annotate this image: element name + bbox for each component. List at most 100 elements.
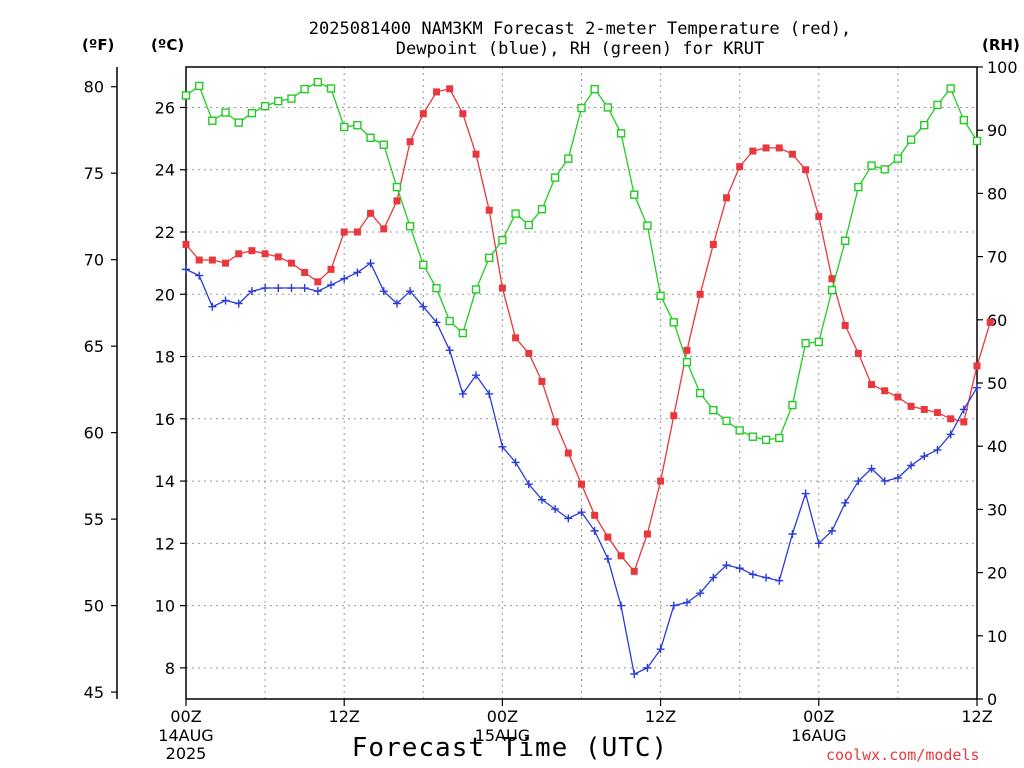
rh-point <box>432 284 441 293</box>
dewpoint-point <box>801 489 810 498</box>
temperature-point <box>208 256 216 264</box>
rh-point <box>471 285 481 294</box>
temperature-point <box>525 349 533 357</box>
temperature-point <box>564 449 572 457</box>
dewpoint-point <box>300 284 309 293</box>
fahrenheit-tick-label: 45 <box>84 683 104 702</box>
dewpoint-point <box>261 284 270 293</box>
temperature-point <box>327 265 335 273</box>
dewpoint-point <box>195 271 204 280</box>
temperature-point <box>182 240 190 248</box>
series <box>181 77 994 679</box>
temperature-point <box>788 150 796 158</box>
rh-point <box>511 209 520 218</box>
temperature-point <box>841 321 849 329</box>
rh-point <box>181 91 191 100</box>
rh-point <box>379 140 388 149</box>
celsius-tick-label: 18 <box>155 348 175 367</box>
rh-point <box>933 100 942 110</box>
rh-tick-label: 100 <box>987 58 1018 77</box>
rh-point <box>537 204 547 214</box>
dewpoint-point <box>643 663 652 672</box>
temperature-point <box>261 250 269 258</box>
dewpoint-point <box>419 302 428 311</box>
temperature-point <box>512 334 520 342</box>
fahrenheit-tick-label: 80 <box>84 78 104 97</box>
temperature-point <box>947 415 955 423</box>
x-axis-title: Forecast Time (UTC) <box>351 733 669 763</box>
dewpoint-point <box>537 495 546 504</box>
temperature-point <box>591 511 599 519</box>
celsius-tick-label: 22 <box>155 223 175 242</box>
rh-point <box>920 120 929 130</box>
dewpoint-point <box>551 505 560 514</box>
dewpoint-point <box>247 287 256 296</box>
rh-point <box>564 154 573 163</box>
x-tick-date-label: 14AUG <box>158 726 213 745</box>
rh-point <box>827 285 837 295</box>
temperature-point <box>301 268 309 276</box>
rh-point <box>854 182 863 192</box>
dewpoint-point <box>406 287 415 296</box>
x-tick-label: 00Z <box>803 707 834 726</box>
rh-point <box>392 182 402 192</box>
temperature-point <box>314 278 322 286</box>
rh-point <box>260 101 270 111</box>
temperature-point <box>630 567 638 575</box>
celsius-tick-label: 8 <box>165 659 175 678</box>
dewpoint-point <box>630 670 639 679</box>
temperature-point <box>393 197 401 205</box>
fahrenheit-tick-label: 70 <box>84 251 104 270</box>
temperature-point <box>828 275 836 283</box>
rh-tick-label: 30 <box>987 500 1007 519</box>
temperature-point <box>538 377 546 385</box>
temperature-point <box>696 290 704 298</box>
dewpoint-point <box>327 280 336 289</box>
fahrenheit-tick-label: 75 <box>84 164 104 183</box>
dewpoint-point <box>366 259 375 268</box>
temperature-point <box>802 166 810 174</box>
dewpoint-point <box>762 573 771 582</box>
rh-point <box>498 235 507 245</box>
chart-title-line-2: Dewpoint (blue), RH (green) for KRUT <box>395 39 765 59</box>
dewpoint-point <box>933 445 942 454</box>
rh-point <box>735 426 744 435</box>
temperature-point <box>657 477 665 485</box>
temperature-point <box>960 418 968 426</box>
celsius-tick-label: 10 <box>155 597 175 616</box>
rh-tick-label: 20 <box>987 564 1007 583</box>
celsius-tick-label: 12 <box>155 534 175 553</box>
dewpoint-point <box>841 498 850 507</box>
temperature-point <box>195 256 203 264</box>
rh-point <box>709 405 718 415</box>
rh-point <box>893 154 903 163</box>
rh-point <box>867 161 876 170</box>
rh-point <box>234 118 243 127</box>
dewpoint-point <box>920 452 929 461</box>
temperature-point <box>670 412 678 420</box>
dewpoint-point <box>656 645 665 654</box>
dewpoint-point <box>353 268 362 277</box>
temperature-point <box>709 240 717 248</box>
dewpoint-point <box>432 318 441 327</box>
dewpoint-point <box>234 299 243 308</box>
temperature-point <box>775 144 783 152</box>
rh-point <box>682 357 692 367</box>
dewpoint-line <box>185 262 978 676</box>
fahrenheit-unit-label: (ºF) <box>82 36 115 54</box>
x-tick-label: 12Z <box>961 707 992 726</box>
temperature-point <box>248 247 256 255</box>
temperature-point <box>907 402 915 410</box>
rh-tick-label: 90 <box>987 121 1007 140</box>
dewpoint-point <box>511 458 520 467</box>
x-tick-date-label: 15AUG <box>475 726 530 745</box>
rh-point <box>300 84 309 94</box>
rh-point <box>326 84 336 93</box>
dewpoint-point <box>445 346 454 355</box>
x-tick-date-label: 16AUG <box>791 726 846 745</box>
dewpoint-point <box>907 461 916 470</box>
rh-tick-label: 10 <box>987 627 1007 646</box>
x-tick-label: 00Z <box>487 707 518 726</box>
dewpoint-point <box>458 389 467 398</box>
